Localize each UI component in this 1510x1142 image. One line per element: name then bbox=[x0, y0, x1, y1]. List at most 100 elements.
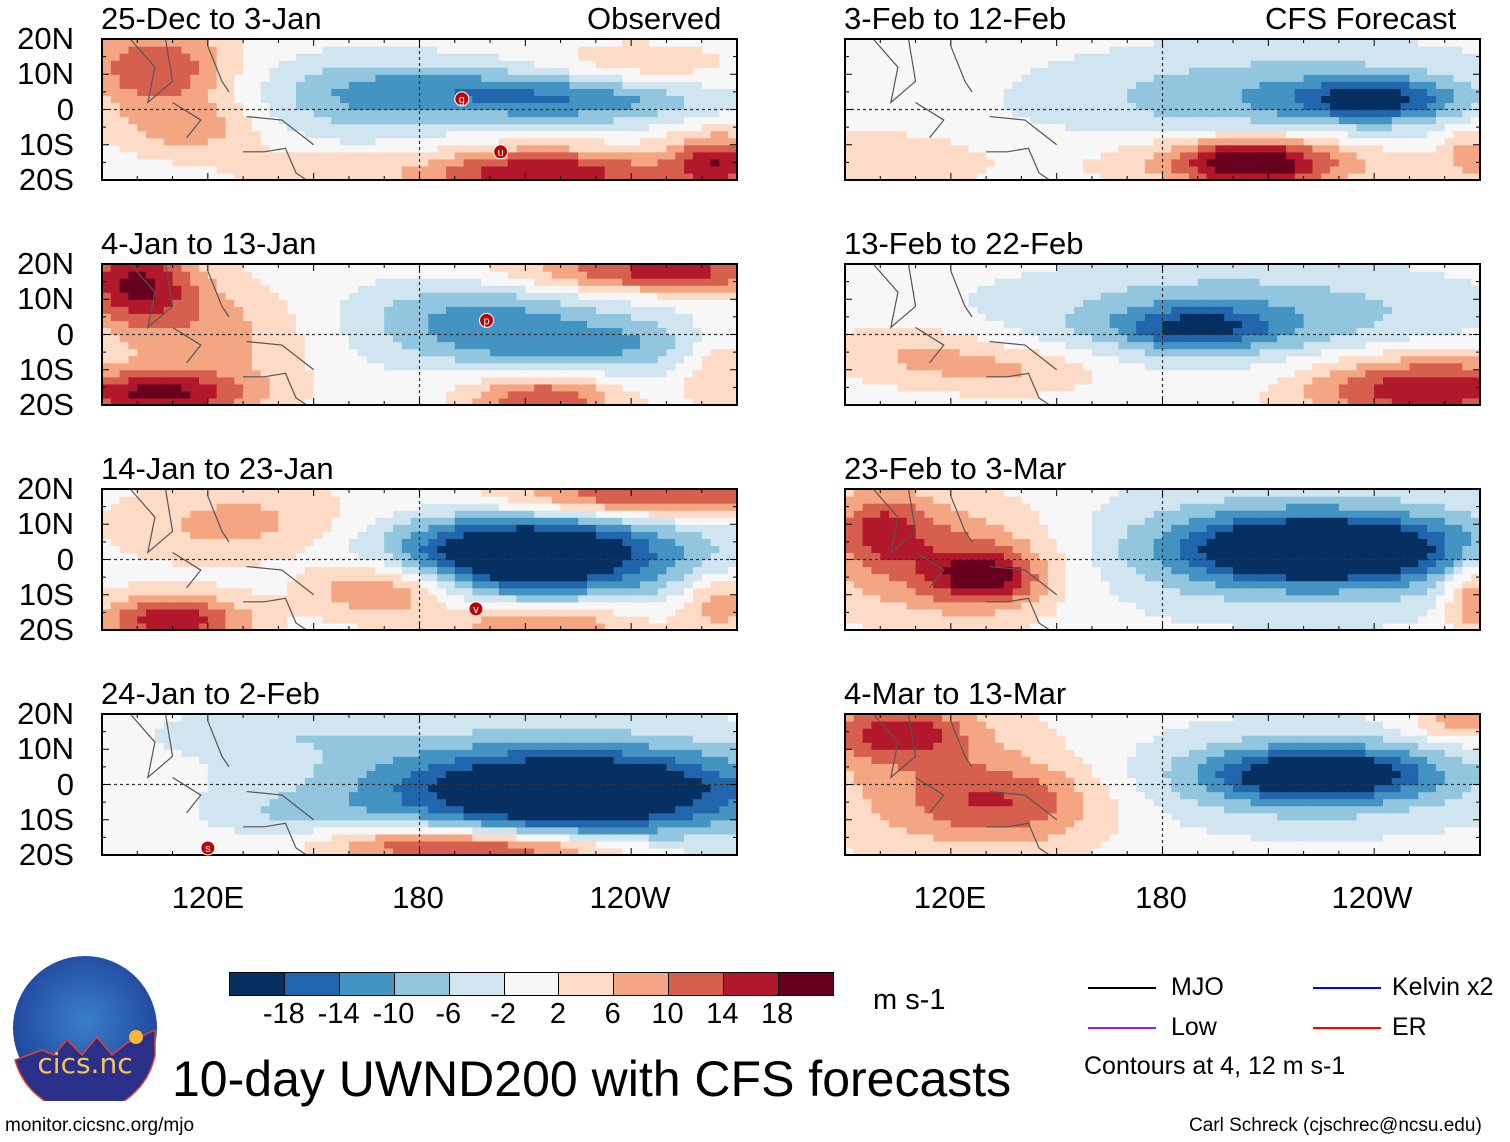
field-cell bbox=[419, 81, 429, 89]
field-cell bbox=[710, 524, 720, 532]
field-cell bbox=[287, 46, 297, 54]
field-cell bbox=[243, 313, 253, 321]
field-cell bbox=[701, 292, 712, 300]
lat-label: 10N bbox=[17, 731, 74, 767]
field-cell bbox=[657, 510, 668, 518]
field-cell bbox=[287, 566, 297, 575]
field-cell bbox=[110, 601, 121, 610]
field-cell bbox=[348, 53, 359, 61]
field-cell bbox=[560, 341, 571, 350]
field-cell bbox=[657, 130, 668, 139]
field-cell bbox=[207, 299, 218, 307]
field-cell bbox=[110, 615, 121, 624]
field-cell bbox=[419, 88, 429, 96]
field-cell bbox=[110, 756, 121, 764]
field-cell bbox=[419, 622, 429, 631]
field-cell bbox=[701, 376, 712, 385]
field-cell bbox=[490, 369, 500, 378]
field-cell bbox=[534, 334, 544, 343]
field-cell bbox=[542, 334, 553, 343]
field-cell bbox=[657, 123, 668, 132]
field-cell bbox=[525, 271, 535, 279]
field-cell bbox=[296, 320, 306, 329]
field-cell bbox=[119, 538, 130, 546]
field-cell bbox=[595, 285, 606, 293]
field-cell bbox=[445, 524, 456, 532]
field-cell bbox=[260, 137, 271, 146]
field-cell bbox=[534, 531, 544, 539]
field-cell bbox=[472, 95, 482, 104]
field-cell bbox=[322, 615, 332, 624]
field-cell bbox=[119, 489, 130, 497]
field-cell bbox=[154, 833, 165, 842]
field-cell bbox=[490, 580, 500, 589]
field-cell bbox=[260, 742, 271, 750]
field-cell bbox=[375, 74, 385, 82]
field-cell bbox=[666, 158, 676, 167]
field-cell bbox=[675, 264, 685, 272]
field-cell bbox=[428, 559, 438, 568]
field-cell bbox=[287, 580, 297, 589]
field-cell bbox=[313, 151, 324, 160]
field-cell bbox=[613, 46, 623, 54]
field-cell bbox=[560, 566, 571, 575]
field-cell bbox=[207, 369, 218, 378]
field-cell bbox=[102, 847, 112, 856]
field-cell bbox=[410, 67, 421, 75]
field-cell bbox=[260, 714, 271, 722]
field-cell bbox=[119, 756, 130, 764]
field-cell bbox=[137, 172, 147, 181]
field-cell bbox=[172, 158, 182, 167]
field-cell bbox=[348, 524, 359, 532]
field-cell bbox=[463, 622, 474, 631]
field-cell bbox=[569, 271, 579, 279]
field-cell bbox=[304, 390, 315, 399]
field-cell bbox=[287, 531, 297, 539]
field-cell bbox=[296, 742, 306, 750]
field-cell bbox=[348, 615, 359, 624]
field-cell bbox=[639, 580, 650, 589]
field-cell bbox=[587, 74, 597, 82]
field-cell bbox=[560, 81, 571, 89]
field-cell bbox=[516, 376, 526, 385]
field-cell bbox=[313, 334, 324, 343]
field-cell bbox=[710, 383, 720, 392]
field-cell bbox=[243, 348, 253, 357]
field-cell bbox=[445, 137, 456, 146]
field-cell bbox=[587, 123, 597, 132]
field-cell bbox=[181, 812, 191, 821]
field-cell bbox=[357, 524, 368, 532]
field-cell bbox=[322, 271, 332, 279]
field-cell bbox=[516, 130, 526, 139]
field-cell bbox=[393, 278, 403, 286]
field-cell bbox=[199, 517, 209, 525]
field-cell bbox=[595, 573, 606, 582]
field-cell bbox=[269, 538, 279, 546]
field-cell bbox=[287, 390, 297, 399]
field-cell bbox=[490, 327, 500, 336]
field-cell bbox=[234, 390, 244, 399]
field-cell bbox=[551, 538, 562, 546]
field-cell bbox=[639, 348, 650, 357]
field-cell bbox=[384, 285, 394, 293]
field-cell bbox=[322, 95, 332, 104]
field-cell bbox=[657, 313, 668, 321]
field-cell bbox=[181, 756, 191, 764]
field-cell bbox=[172, 847, 182, 856]
field-cell bbox=[163, 158, 174, 167]
field-cell bbox=[560, 489, 571, 497]
field-cell bbox=[631, 496, 641, 504]
field-cell bbox=[445, 397, 456, 406]
field-cell bbox=[551, 615, 562, 624]
field-cell bbox=[128, 531, 138, 539]
field-cell bbox=[278, 362, 288, 371]
field-cell bbox=[190, 559, 200, 568]
field-cell bbox=[154, 721, 165, 729]
field-cell bbox=[525, 39, 535, 47]
field-cell bbox=[269, 172, 279, 181]
field-cell bbox=[684, 503, 694, 511]
field-cell bbox=[604, 320, 615, 329]
field-cell bbox=[692, 271, 703, 279]
field-cell bbox=[181, 826, 191, 835]
field-cell bbox=[437, 158, 447, 167]
